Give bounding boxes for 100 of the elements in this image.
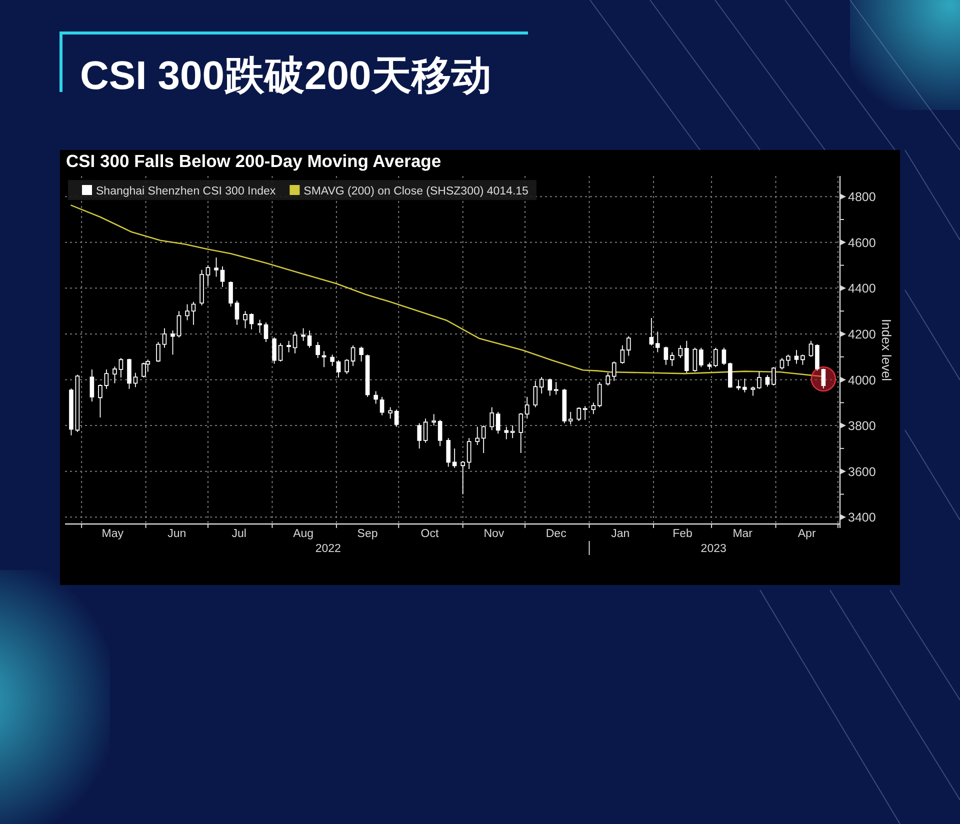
- y-tick-label: 4800: [848, 190, 876, 204]
- candlestick: [466, 438, 472, 470]
- candlestick: [394, 409, 399, 428]
- candlestick: [582, 406, 588, 420]
- candlestick: [330, 354, 334, 366]
- candlestick: [417, 422, 422, 449]
- candlestick: [234, 300, 240, 326]
- candlestick: [742, 378, 747, 393]
- candlestick: [504, 426, 509, 440]
- y-axis-title: Index level: [879, 318, 894, 382]
- x-tick-label: Oct: [420, 528, 440, 540]
- candlestick: [438, 419, 442, 447]
- candlestick: [524, 396, 530, 420]
- candlestick: [714, 347, 718, 368]
- candlestick: [670, 352, 674, 366]
- candlestick: [452, 448, 457, 468]
- candlestick: [104, 369, 109, 390]
- x-tick-label: Dec: [546, 528, 567, 540]
- candlestick: [206, 264, 210, 286]
- y-tick-label: 4200: [848, 327, 876, 342]
- candlestick: [808, 340, 814, 358]
- candlestick: [699, 347, 704, 368]
- x-tick-label: Apr: [798, 528, 816, 540]
- candlestick: [264, 322, 268, 342]
- candlestick: [765, 374, 770, 388]
- candlestick: [307, 330, 312, 348]
- candlestick: [794, 350, 799, 364]
- candlestick: [301, 328, 306, 342]
- candlestick: [460, 460, 466, 495]
- candlestick: [490, 406, 494, 431]
- candlestick: [707, 362, 712, 370]
- candlestick: [133, 372, 138, 388]
- candlestick: [162, 328, 167, 348]
- candlestick: [322, 350, 326, 368]
- x2-tick-label: 2023: [700, 543, 726, 555]
- candlestick: [481, 425, 486, 454]
- candlestick: [112, 366, 117, 384]
- candlestick: [75, 374, 80, 432]
- candlestick: [292, 331, 298, 354]
- candlestick: [606, 372, 610, 386]
- y-tick-label: 3800: [848, 419, 876, 434]
- candlestick: [90, 369, 94, 402]
- candlestick: [98, 384, 102, 418]
- candlestick: [664, 346, 668, 366]
- legend-label: SMAVG (200) on Close (SHSZ300) 4014.15: [304, 186, 528, 198]
- candlestick: [228, 280, 233, 307]
- x-tick-label: Jun: [168, 528, 186, 540]
- candlestick: [380, 396, 384, 416]
- candlestick: [597, 382, 602, 408]
- candlestick: [678, 344, 683, 358]
- candlestick: [815, 344, 820, 372]
- candlestick: [191, 301, 196, 326]
- candlestick: [220, 266, 225, 288]
- candlestick: [249, 312, 254, 330]
- candlestick: [548, 378, 552, 396]
- candlestick: [780, 358, 784, 370]
- candlestick: [750, 386, 756, 396]
- candlestick: [118, 358, 124, 378]
- candlestick: [350, 344, 356, 366]
- candlestick: [649, 318, 654, 346]
- candlestick: [722, 347, 726, 366]
- candlestick: [539, 376, 544, 394]
- candlestick: [344, 358, 349, 374]
- candlestick: [568, 411, 573, 425]
- candlestick: [278, 342, 283, 362]
- candlestick: [336, 360, 341, 378]
- candlestick: [374, 390, 378, 404]
- candlestick: [612, 361, 616, 382]
- candlestick: [772, 366, 776, 386]
- candlestick: [185, 304, 190, 321]
- candlestick: [518, 412, 524, 454]
- candlestick: [200, 269, 204, 306]
- candlestick: [388, 406, 392, 420]
- x-tick-label: Aug: [293, 528, 314, 540]
- candlestick: [142, 362, 146, 378]
- x-tick-label: Feb: [672, 528, 692, 540]
- candlestick: [496, 411, 500, 434]
- candlestick: [757, 371, 762, 390]
- candlestick: [243, 310, 248, 329]
- candlestick: [446, 438, 451, 468]
- candlestick: [69, 388, 74, 436]
- candlestick: [127, 358, 132, 390]
- candlestick: [800, 354, 805, 366]
- candlestick: [272, 336, 276, 364]
- chart-subtitle: CSI 300 Falls Below 200-Day Moving Average: [66, 151, 442, 171]
- candlestick: [214, 257, 218, 278]
- x2-tick-label: 2022: [315, 543, 341, 555]
- candlestick: [821, 368, 826, 389]
- candlestick: [316, 342, 320, 358]
- candlestick: [591, 402, 596, 415]
- candlestick: [432, 414, 436, 426]
- candlestick: [728, 362, 732, 388]
- candlestick: [286, 340, 291, 353]
- candlestick: [655, 331, 660, 353]
- x-tick-label: Mar: [732, 528, 753, 540]
- candlestick: [170, 330, 175, 356]
- x-tick-label: Jan: [611, 528, 630, 540]
- candlestick: [620, 344, 625, 364]
- candlestick: [176, 310, 182, 338]
- x-tick-label: Nov: [484, 528, 504, 540]
